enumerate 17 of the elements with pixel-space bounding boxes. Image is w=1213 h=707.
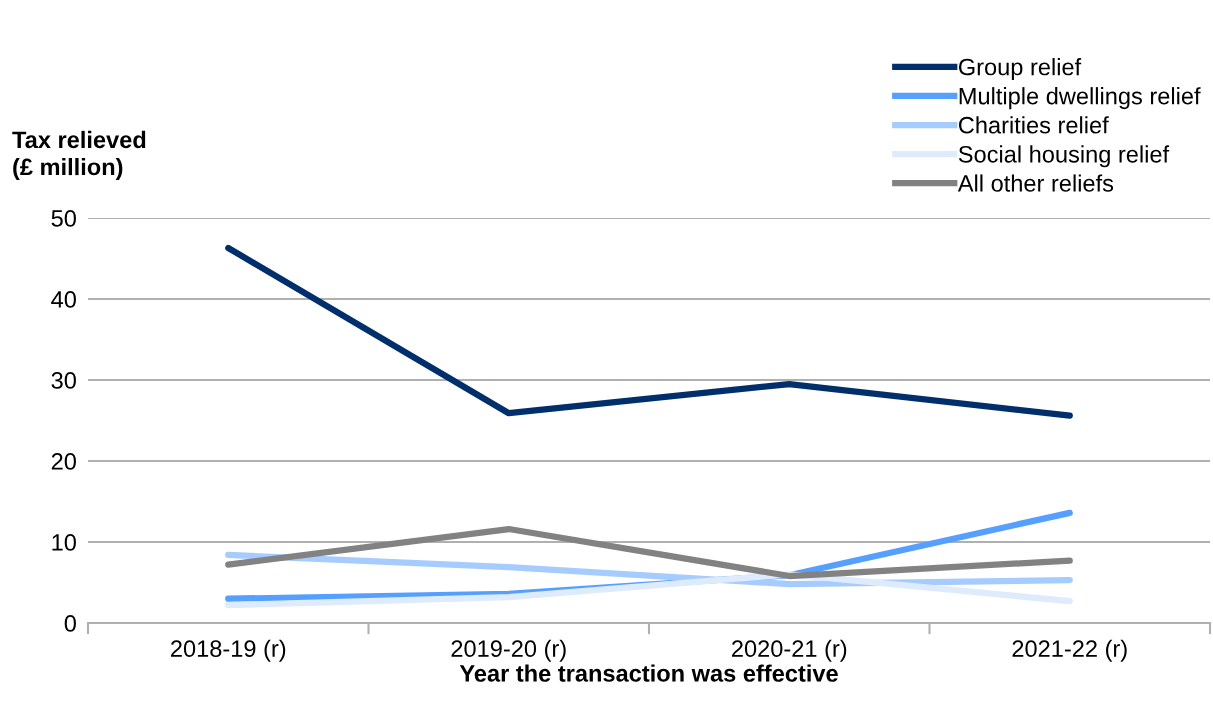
x-tick-label: 2018-19 (r) <box>171 639 286 662</box>
legend-label: Multiple dwellings relief <box>959 87 1201 110</box>
y-tick-label: 40 <box>51 291 76 308</box>
legend-label: Group relief <box>958 58 1082 81</box>
y-tick-label: 30 <box>51 372 76 389</box>
x-tick-label: 2021-22 (r) <box>1012 639 1127 662</box>
y-tick-label: 50 <box>51 210 76 227</box>
legend-label: Charities relief <box>958 116 1109 134</box>
x-tick-label: 2020-21 (r) <box>732 639 847 662</box>
y-tick-label: 10 <box>52 534 76 551</box>
y-tick-label: 0 <box>64 615 76 632</box>
x-tick-label: 2019-20 (r) <box>451 639 566 662</box>
y-tick-label: 20 <box>51 453 76 470</box>
x-axis-title: Year the transaction was effective <box>459 664 838 682</box>
legend-label: All other reliefs <box>957 174 1114 192</box>
legend-label: Social housing relief <box>958 145 1170 168</box>
y-axis-title: Tax relieved (£ million) <box>12 130 146 180</box>
